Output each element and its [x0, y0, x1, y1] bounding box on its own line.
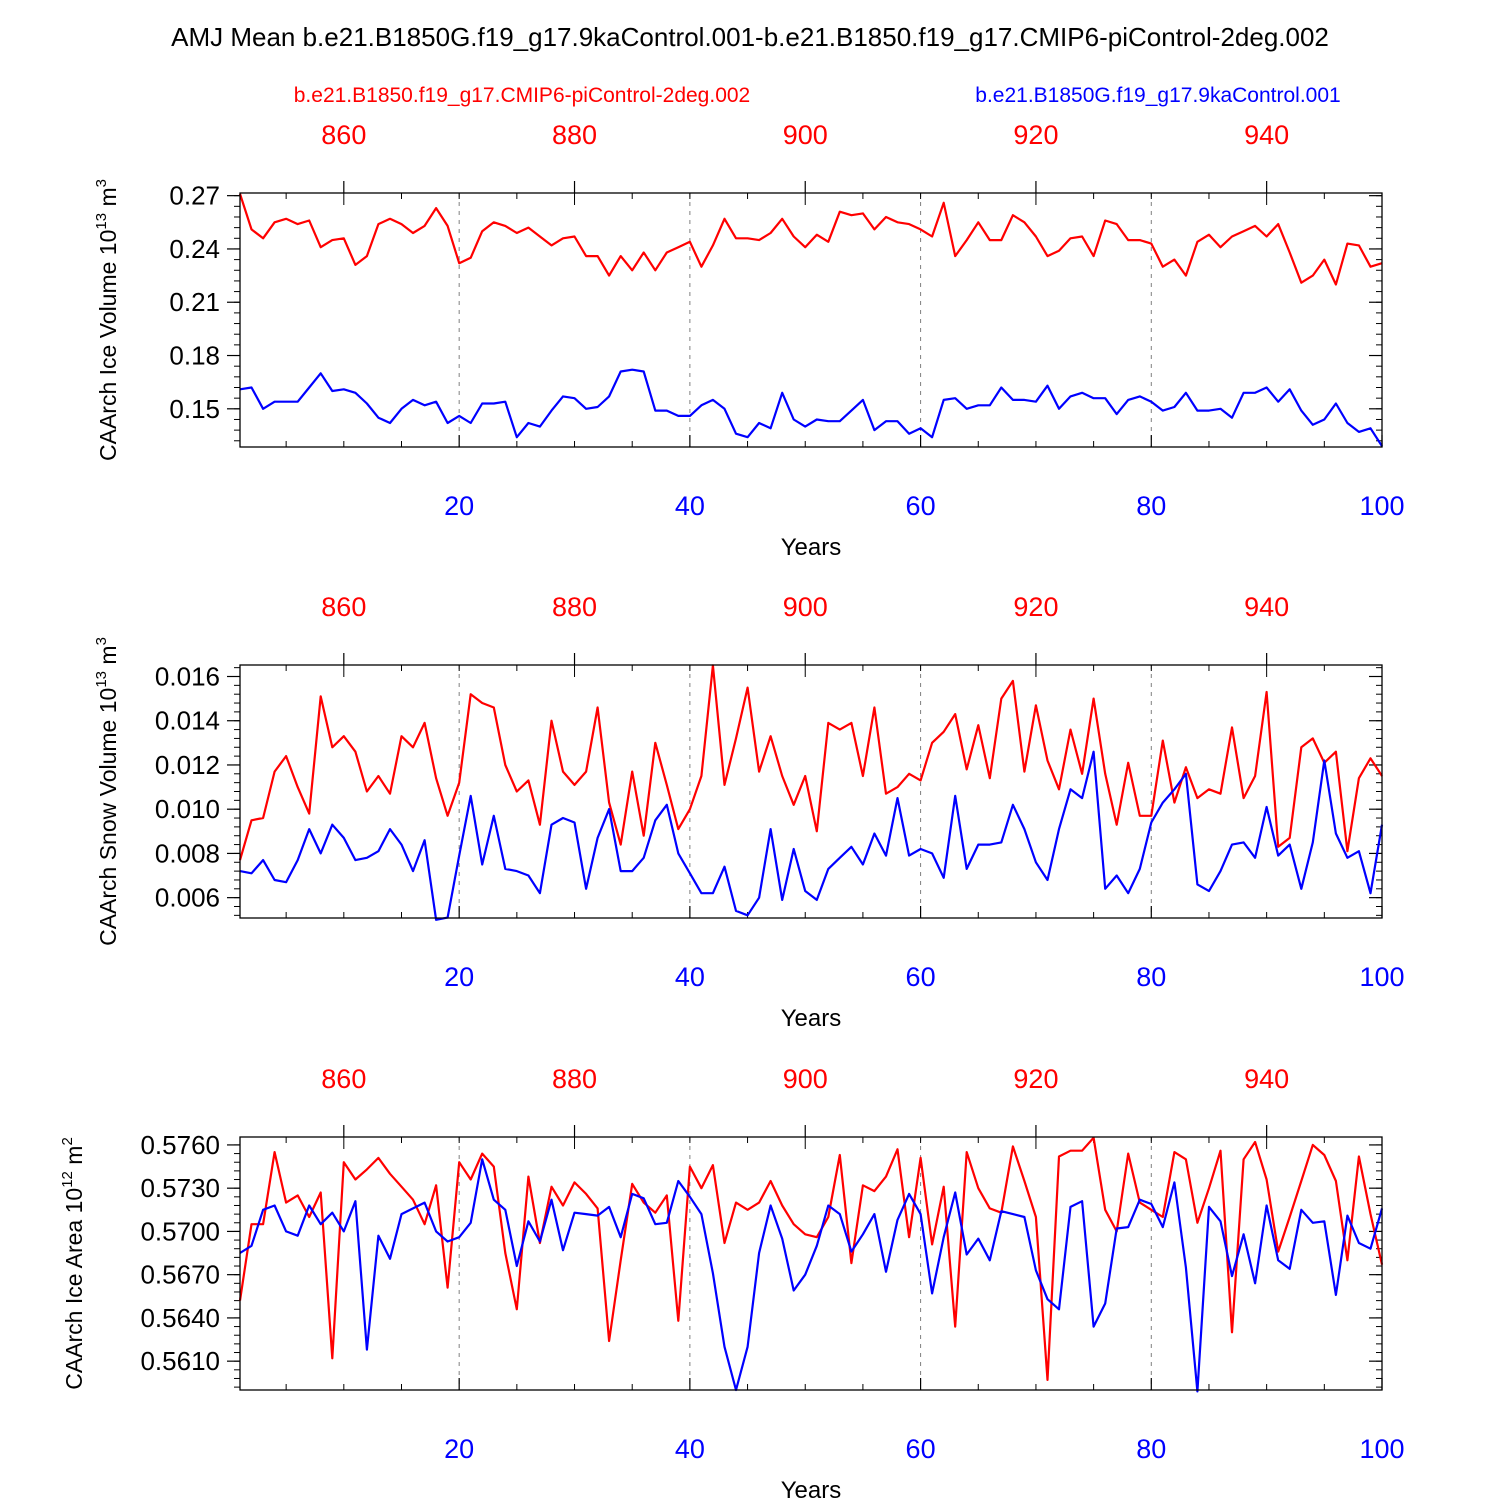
series-line-red — [238, 664, 1383, 861]
x-tick-label: 80 — [1136, 962, 1166, 992]
y-tick-label: 0.5730 — [140, 1173, 220, 1203]
y-tick-label: 0.016 — [155, 662, 220, 692]
x-tick-label: 20 — [444, 1434, 474, 1464]
y-axis-label-part: m — [95, 187, 121, 213]
x-tick-label: 80 — [1136, 1434, 1166, 1464]
y-axis-label-part: CAArch Snow Volume 10 — [95, 688, 121, 946]
y-tick-label: 0.21 — [169, 287, 220, 317]
x-tick-label: 100 — [1359, 1434, 1404, 1464]
panel-ice-volume: 20 40 60 80 100 860 880 900 920 940 0.15 0.18 0.21 0.… — [93, 120, 1405, 561]
x-tick-label: 80 — [1136, 491, 1166, 521]
panel-ice-area: 20 40 60 80 100 860 880 900 920 940 0.5610 0.5640 0.… — [59, 1064, 1405, 1500]
y-axis-label-part: 13 — [93, 671, 110, 688]
series-line-blue — [239, 1158, 1384, 1393]
x-tick-label: 100 — [1359, 962, 1404, 992]
x-tick-label: 40 — [675, 962, 705, 992]
y-tick-label: 0.15 — [169, 394, 220, 424]
y-axis-label: CAArch Ice Area 1012 m2 — [59, 1137, 87, 1390]
top-tick-label: 880 — [552, 592, 597, 622]
top-tick-label: 860 — [321, 120, 366, 150]
top-tick-label: 900 — [783, 1064, 828, 1094]
x-tick-label: 40 — [675, 1434, 705, 1464]
x-tick-label: 100 — [1359, 491, 1404, 521]
y-tick-label: 0.5640 — [140, 1303, 220, 1333]
series-line-red — [238, 1136, 1384, 1382]
y-axis-label: CAArch Ice Volume 1013 m3 — [93, 179, 121, 461]
y-axis-label-part: 3 — [93, 179, 110, 187]
y-axis-label-part: m — [61, 1146, 87, 1172]
y-axis-label-part: 13 — [93, 213, 110, 230]
top-tick-label: 940 — [1244, 1064, 1289, 1094]
y-tick-label: 0.5700 — [140, 1216, 220, 1246]
y-axis-label-part: 12 — [59, 1171, 76, 1188]
top-tick-label: 920 — [1013, 592, 1058, 622]
top-tick-label: 920 — [1013, 120, 1058, 150]
x-tick-label: 60 — [906, 962, 936, 992]
plot-frame — [239, 1136, 1383, 1391]
series-line-red — [238, 193, 1383, 286]
series-line-blue — [239, 368, 1383, 447]
y-axis-label-part: m — [95, 645, 121, 671]
y-tick-label: 0.010 — [155, 794, 220, 824]
top-tick-label: 860 — [321, 592, 366, 622]
top-tick-label: 860 — [321, 1064, 366, 1094]
plot-frame — [239, 664, 1383, 919]
y-tick-label: 0.5610 — [140, 1346, 220, 1376]
y-axis-label-part: CAArch Ice Volume 10 — [95, 230, 121, 461]
y-tick-label: 0.006 — [155, 883, 220, 913]
top-tick-label: 940 — [1244, 120, 1289, 150]
y-axis-label-part: 3 — [93, 637, 110, 645]
x-tick-label: 60 — [906, 1434, 936, 1464]
x-axis-label: Years — [781, 1477, 842, 1500]
y-axis-label-part: CAArch Ice Area 10 — [61, 1188, 87, 1390]
x-tick-label: 20 — [444, 491, 474, 521]
figure-title: AMJ Mean b.e21.B1850G.f19_g17.9kaControl… — [171, 22, 1329, 52]
y-tick-label: 0.008 — [155, 838, 220, 868]
top-tick-label: 880 — [552, 120, 597, 150]
y-tick-label: 0.012 — [155, 750, 220, 780]
x-axis-label: Years — [781, 1005, 842, 1032]
top-tick-label: 900 — [783, 592, 828, 622]
x-axis-label: Years — [781, 534, 842, 561]
y-tick-label: 0.5670 — [140, 1260, 220, 1290]
y-tick-label: 0.18 — [169, 341, 220, 371]
y-tick-label: 0.27 — [169, 181, 220, 211]
top-tick-label: 900 — [783, 120, 828, 150]
x-tick-label: 40 — [675, 491, 705, 521]
y-tick-label: 0.24 — [169, 234, 220, 264]
top-tick-label: 940 — [1244, 592, 1289, 622]
series-line-blue — [239, 750, 1384, 921]
top-tick-label: 880 — [552, 1064, 597, 1094]
x-tick-label: 60 — [906, 491, 936, 521]
y-axis-label: CAArch Snow Volume 1013 m3 — [93, 637, 121, 946]
y-axis-label-part: 2 — [59, 1137, 76, 1145]
y-tick-label: 0.014 — [155, 706, 220, 736]
legend-red-label: b.e21.B1850.f19_g17.CMIP6-piControl-2deg… — [294, 84, 750, 107]
panel-snow-volume: 20 40 60 80 100 860 880 900 920 940 0.006 0.008 0.01… — [93, 592, 1405, 1032]
top-tick-label: 920 — [1013, 1064, 1058, 1094]
legend-blue-label: b.e21.B1850G.f19_g17.9kaControl.001 — [975, 84, 1340, 107]
x-tick-label: 20 — [444, 962, 474, 992]
y-tick-label: 0.5760 — [140, 1130, 220, 1160]
plot-frame — [239, 192, 1383, 448]
